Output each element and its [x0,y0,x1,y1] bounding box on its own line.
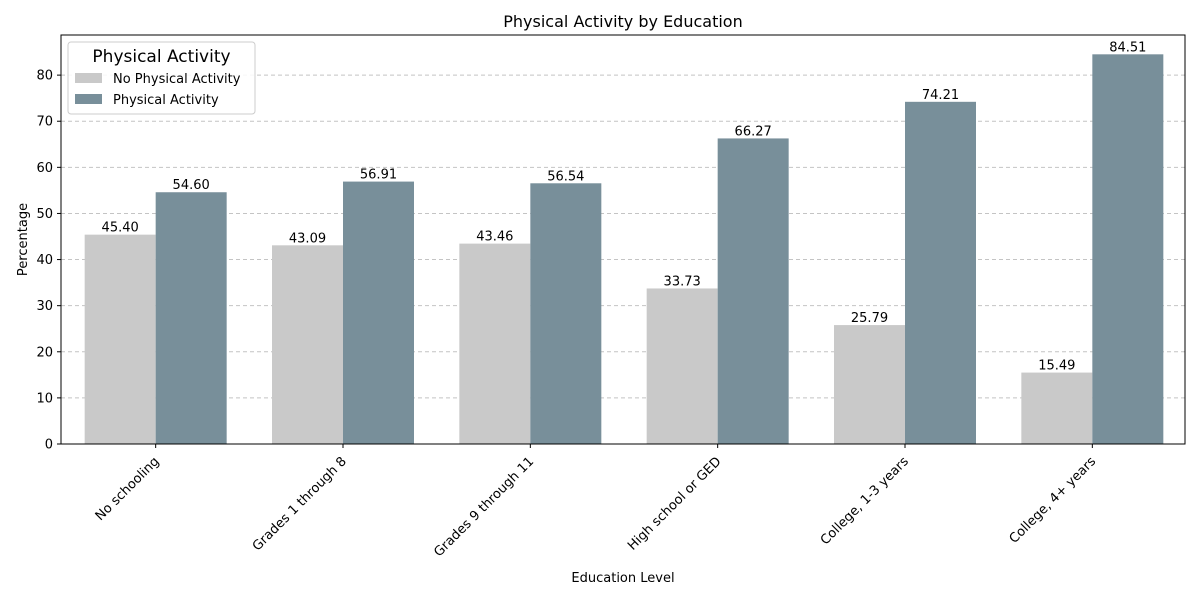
legend-swatch [75,73,102,83]
legend-title: Physical Activity [92,47,230,67]
x-tick-label: College, 4+ years [1007,454,1100,547]
x-tick-label: High school or GED [625,454,724,553]
bar [272,245,343,444]
x-tick-label: No schooling [93,454,163,524]
y-tick-label: 50 [36,207,53,222]
x-axis-ticks: No schooling Grades 1 through 8 Grades 9 t… [93,444,1100,560]
bar-value-label: 33.73 [664,274,701,289]
y-tick-label: 0 [45,438,53,453]
y-tick-label: 10 [36,391,53,406]
y-tick-label: 70 [36,115,53,130]
legend-swatch [75,94,102,104]
y-tick-label: 20 [36,345,53,360]
y-tick-label: 80 [36,69,53,84]
grid [61,74,1185,399]
legend-items: No Physical Activity Physical Activity [75,72,241,108]
bar [834,325,905,444]
legend-box [67,41,256,115]
x-axis-label: Education Level [571,571,674,586]
bar-value-label: 66.27 [735,124,772,139]
bar [459,243,531,444]
bar-value-label: 25.79 [851,311,888,326]
bar [530,183,602,444]
bar [717,138,789,444]
y-tick-label: 40 [36,253,53,268]
bar [155,192,227,444]
y-axis-label: Percentage [16,203,31,276]
legend-label: Physical Activity [113,93,219,108]
bar-value-label: 56.54 [547,169,584,184]
legend: Physical Activity No Physical Activity Ph… [67,41,256,115]
bar-value-label: 43.46 [476,230,513,245]
bar [1021,372,1093,444]
legend-label: No Physical Activity [113,72,241,87]
bar-value-label: 43.09 [289,231,326,246]
bar [905,101,976,445]
bar [646,288,718,444]
bar [1092,54,1164,445]
bar-value-label: 74.21 [922,88,959,103]
y-axis-ticks: 0 10 20 30 40 50 60 70 80 [36,69,61,453]
bar-labels: 45.40 54.60 43.09 56.91 43.46 56.54 33.73 66.27… [102,40,1147,373]
bar-value-label: 45.40 [102,221,139,236]
bars [84,54,1164,445]
y-tick-label: 30 [36,299,53,314]
bar [343,181,414,444]
bar [84,234,156,444]
x-tick-label: Grades 1 through 8 [250,454,350,554]
plot-frame [60,34,1186,445]
y-tick-label: 60 [36,161,53,176]
chart-title: Physical Activity by Education [503,12,742,31]
bar-value-label: 84.51 [1109,40,1146,55]
x-tick-label: Grades 9 through 11 [431,454,537,560]
bar-value-label: 54.60 [173,178,210,193]
bar-value-label: 15.49 [1038,359,1075,374]
bar-value-label: 56.91 [360,168,397,183]
x-tick-label: College, 1-3 years [818,454,912,548]
